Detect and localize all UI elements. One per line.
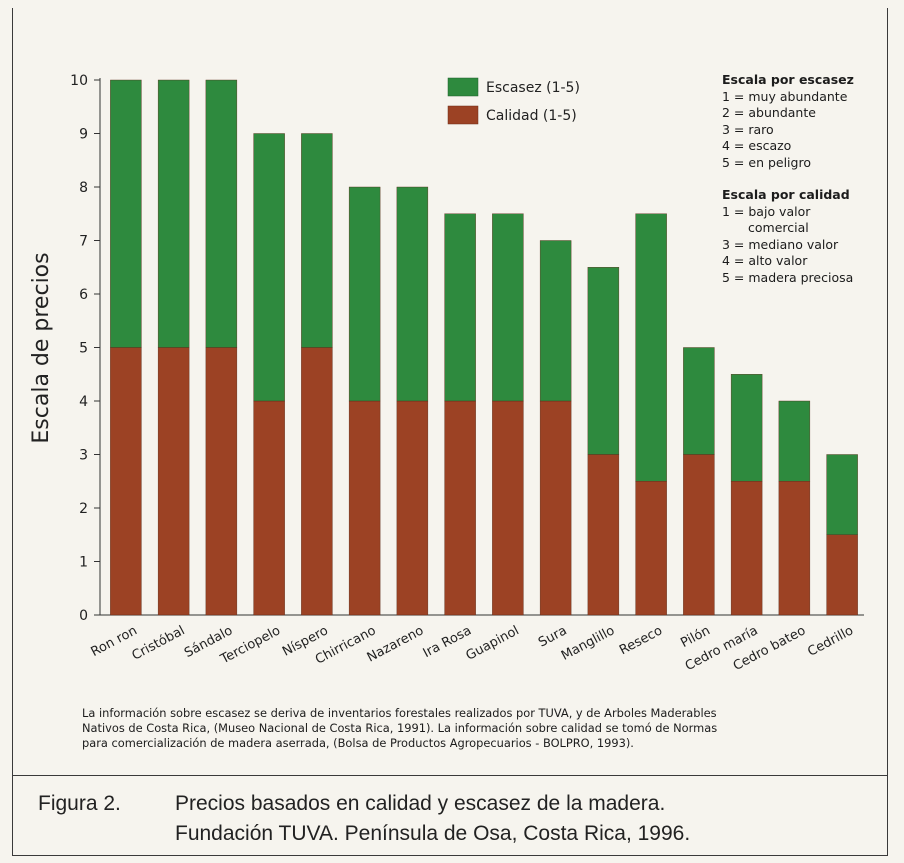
- quality-scale-item: 5 = madera preciosa: [722, 269, 854, 285]
- y-tick-label: 5: [79, 341, 88, 357]
- scale-notes: Escala por escasez 1 = muy abundante 2 =…: [722, 72, 897, 286]
- scarcity-scale-title: Escala por escasez: [722, 72, 854, 87]
- quality-scale-item: 4 = alto valor: [722, 253, 808, 268]
- scarcity-scale-item: 1 = muy abundante: [722, 88, 848, 104]
- quality-scale-item: comercial: [748, 220, 809, 235]
- y-tick-label: 0: [79, 608, 88, 624]
- bar-segment: [635, 213, 667, 482]
- bar-segment: [683, 454, 715, 616]
- stacked-bar-chart: 0 1 2 3 4 5 6 7 8 9 10 Ron ronCristóbalSándaloTerc…: [29, 73, 864, 674]
- y-tick-label: 7: [79, 234, 88, 250]
- bar-segment: [587, 454, 620, 616]
- bar-segment: [492, 400, 524, 616]
- caption-line: Precios basados en calidad y escasez de …: [175, 792, 666, 815]
- bar-segment: [539, 240, 572, 402]
- bar-segment: [348, 400, 381, 616]
- bar-segment: [157, 347, 190, 616]
- bar-segment: [348, 186, 381, 402]
- bar-segment: [539, 400, 572, 616]
- y-tick-label: 1: [79, 555, 88, 571]
- scarcity-scale-item: 3 = raro: [722, 121, 774, 137]
- scarcity-scale-item: 5 = en peligro: [722, 154, 811, 170]
- legend-label-calidad: Calidad (1-5): [486, 108, 577, 124]
- y-axis-label: Escala de precios: [29, 252, 54, 443]
- x-tick-label: Cedrillo: [805, 623, 856, 659]
- bar-segment: [826, 534, 858, 616]
- bar-segment: [110, 79, 142, 348]
- x-tick-label: Manglillo: [559, 623, 617, 664]
- legend-swatch-escasez: [447, 77, 479, 97]
- footnote-line: Nativos de Costa Rica, (Museo Nacional d…: [82, 721, 718, 735]
- quality-scale-item: 3 = mediano valor: [722, 236, 839, 252]
- bar-segment: [110, 347, 142, 616]
- y-tick-label: 9: [79, 127, 88, 143]
- caption-divider: [13, 775, 888, 776]
- legend: Escasez (1-5) Calidad (1-5): [447, 77, 580, 125]
- quality-scale-item: 1 = bajo valor: [722, 203, 811, 219]
- bar-segment: [301, 347, 333, 616]
- bar-segment: [778, 400, 811, 482]
- bar-segment: [205, 347, 238, 616]
- y-tick-label: 4: [79, 394, 88, 410]
- bar-segment: [730, 481, 763, 616]
- bar-segment: [205, 79, 238, 348]
- bar-segment: [396, 186, 429, 402]
- bar-segment: [778, 481, 811, 616]
- bar-segment: [730, 374, 763, 482]
- y-tick-label: 10: [70, 73, 88, 89]
- x-tick-label: Cristóbal: [130, 623, 188, 663]
- y-tick-label: 8: [79, 180, 88, 196]
- y-tick-label: 3: [79, 448, 88, 464]
- bar-segment: [444, 400, 476, 616]
- bar-segment: [683, 347, 715, 455]
- quality-scale-title: Escala por calidad: [722, 187, 850, 202]
- source-footnote: La información sobre escasez se deriva d…: [82, 706, 882, 751]
- bar-segment: [253, 133, 285, 402]
- footnote-line: La información sobre escasez se deriva d…: [82, 706, 717, 720]
- legend-swatch-calidad: [447, 105, 479, 125]
- bar-segment: [253, 400, 285, 616]
- scarcity-scale-item: 2 = abundante: [722, 105, 816, 120]
- x-tick-label: Reseco: [617, 623, 665, 658]
- bar-segment: [301, 133, 333, 348]
- figure-caption: Figura 2. Precios basados en calidad y es…: [38, 789, 878, 849]
- bar-segment: [157, 79, 190, 348]
- figure-number: Figura 2.: [38, 792, 121, 815]
- figure-frame: [12, 8, 888, 856]
- y-tick-label: 2: [79, 501, 88, 517]
- bars: [110, 79, 858, 616]
- caption-line: Fundación TUVA. Península de Osa, Costa …: [175, 822, 691, 845]
- x-tick-label: Guapinol: [464, 623, 522, 663]
- legend-label-escasez: Escasez (1-5): [486, 80, 580, 96]
- bar-segment: [587, 267, 620, 455]
- bar-segment: [826, 454, 858, 535]
- bar-segment: [492, 213, 524, 402]
- bar-segment: [444, 213, 476, 402]
- y-tick-label: 6: [79, 287, 88, 303]
- x-tick-label: Sura: [536, 623, 569, 650]
- footnote-line: para comercialización de madera aserrada…: [82, 736, 634, 750]
- scarcity-scale-item: 4 = escazo: [722, 138, 792, 153]
- category-labels: Ron ronCristóbalSándaloTerciopeloNíspero…: [89, 623, 857, 674]
- bar-segment: [635, 481, 667, 616]
- bar-segment: [396, 400, 429, 616]
